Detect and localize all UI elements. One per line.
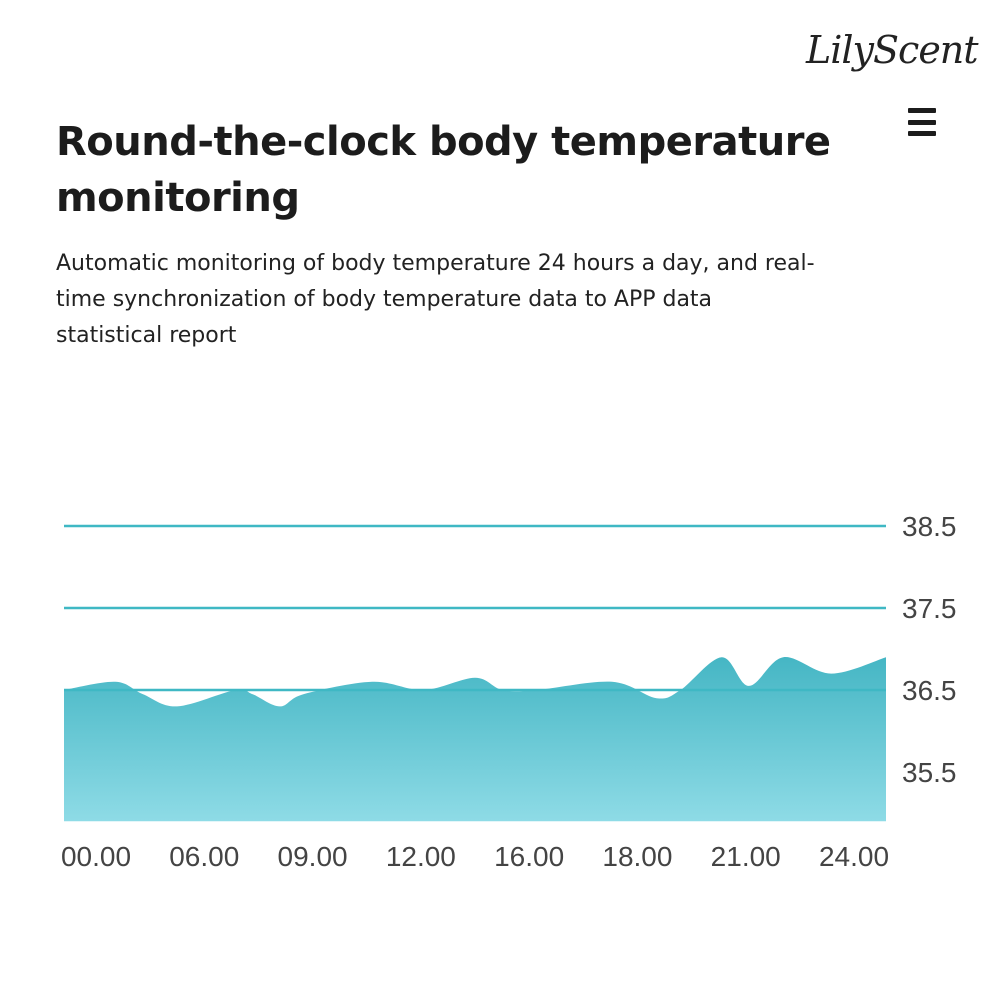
x-tick-label: 00.00 [61,841,131,872]
y-tick-label: 37.5 [902,593,957,624]
x-tick-label: 18.00 [602,841,672,872]
x-tick-label: 09.00 [278,841,348,872]
x-tick-label: 06.00 [169,841,239,872]
temperature-area-chart: 38.5 37.5 36.5 35.5 00.00 06.00 09.00 12.00 16.… [61,511,957,872]
menu-bar [908,131,936,136]
temperature-area [64,657,886,822]
page-subtitle: Automatic monitoring of body temperature… [56,251,815,348]
x-tick-label: 24.00 [819,841,889,872]
hamburger-menu-icon[interactable] [908,108,936,136]
y-tick-label: 38.5 [902,511,957,542]
y-tick-label: 35.5 [902,757,957,788]
x-tick-label: 16.00 [494,841,564,872]
page-title: Round-the-clock body temperature monitor… [56,119,831,221]
menu-bar [908,108,936,113]
y-tick-label: 36.5 [902,675,957,706]
x-tick-label: 12.00 [386,841,456,872]
x-tick-label: 21.00 [711,841,781,872]
menu-bar [908,119,936,125]
brand-logo: LilyScent [806,28,979,72]
